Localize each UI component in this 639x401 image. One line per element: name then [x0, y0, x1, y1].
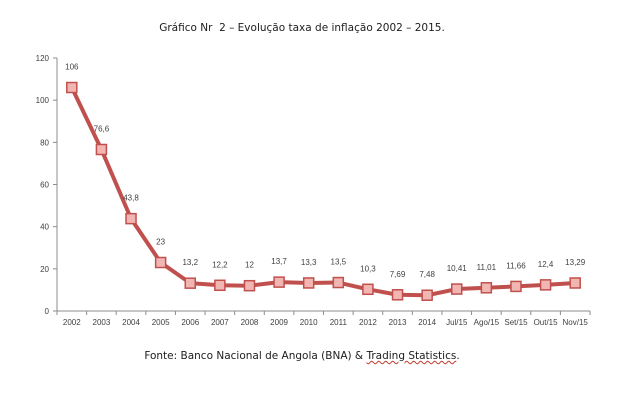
- x-tick-label: Jul/15: [446, 318, 468, 327]
- data-label: 13,5: [331, 258, 347, 267]
- x-tick-label: 2003: [93, 318, 111, 327]
- data-point-marker: [66, 81, 78, 94]
- source-suffix: .: [456, 350, 460, 362]
- y-tick-label: 60: [40, 181, 49, 190]
- x-tick-label: Out/15: [534, 318, 559, 327]
- source-text: Fonte: Banco Nacional de Angola (BNA) &: [144, 350, 367, 362]
- data-label: 13,2: [182, 258, 198, 267]
- data-label: 12: [245, 261, 254, 270]
- data-label: 13,3: [301, 258, 317, 267]
- data-point-marker: [569, 277, 581, 289]
- x-axis: 2002 2003 2004 2005 2006 2007 2008 2009 2010 2011…: [56, 310, 591, 327]
- x-tick-label: 2010: [300, 318, 318, 327]
- source-note: Fonte: Banco Nacional de Angola (BNA) & …: [0, 350, 604, 362]
- data-point-marker: [273, 276, 285, 288]
- y-tick-label: 120: [36, 54, 50, 63]
- x-tick-label: 2005: [152, 318, 170, 327]
- data-point-marker: [302, 277, 315, 289]
- data-label: 12,4: [538, 260, 554, 269]
- x-tick-label: 2006: [181, 318, 199, 327]
- data-point-marker: [362, 283, 374, 296]
- x-tick-label: 2002: [63, 318, 81, 327]
- x-tick-label: 2004: [122, 318, 140, 327]
- x-tick-label: 2008: [241, 318, 259, 327]
- x-tick-label: Nov/15: [563, 318, 589, 327]
- x-tick-label: 2014: [418, 318, 436, 327]
- data-point-marker: [125, 212, 137, 225]
- data-point-marker: [510, 280, 522, 293]
- x-tick-label: 2007: [211, 318, 229, 327]
- series-line: [69, 85, 578, 298]
- x-tick-label: 2013: [389, 318, 407, 327]
- data-label: 12,2: [212, 260, 228, 269]
- data-point-marker: [480, 282, 493, 294]
- y-tick-label: 80: [40, 138, 49, 147]
- data-point-marker: [451, 283, 463, 295]
- source-link-text: Trading Statistics: [366, 350, 457, 362]
- data-point-marker: [539, 279, 552, 291]
- data-point-marker: [95, 143, 108, 156]
- data-label: 10,41: [447, 264, 468, 273]
- series-layer: 106 76,6 43,8 23 13,2 12,2 12 13,7 13,3 13,5 10,3 7…: [65, 63, 586, 301]
- data-label: 10,3: [360, 264, 376, 273]
- data-point-marker: [421, 289, 433, 301]
- data-label: 13,7: [271, 257, 287, 266]
- y-axis: 0 20 40 60 80 100 120: [36, 54, 58, 316]
- data-point-marker: [184, 277, 196, 289]
- chart-title: Gráfico Nr 2 – Evolução taxa de inflação…: [159, 22, 445, 34]
- data-label: 23: [156, 238, 165, 247]
- data-label: 76,6: [94, 125, 110, 134]
- data-point-marker: [154, 256, 167, 269]
- data-label: 13,29: [565, 258, 586, 267]
- x-tick-label: Ago/15: [474, 318, 500, 327]
- y-tick-label: 40: [40, 223, 49, 232]
- data-point-marker: [332, 276, 345, 289]
- data-label: 11,66: [506, 261, 526, 270]
- data-point-marker: [391, 289, 404, 301]
- data-point-marker: [243, 279, 256, 292]
- x-tick-label: Set/15: [504, 318, 528, 327]
- data-label: 11,01: [477, 263, 497, 272]
- y-tick-label: 0: [45, 307, 50, 316]
- data-point-marker: [214, 279, 226, 292]
- x-tick-label: 2009: [270, 318, 288, 327]
- data-label: 43,8: [123, 194, 139, 203]
- x-tick-label: 2012: [359, 318, 377, 327]
- x-tick-label: 2011: [330, 318, 348, 327]
- y-tick-label: 100: [36, 96, 50, 105]
- y-tick-label: 20: [40, 265, 49, 274]
- data-label: 106: [65, 63, 79, 72]
- data-label: 7,48: [419, 270, 435, 279]
- data-label: 7,69: [390, 270, 406, 279]
